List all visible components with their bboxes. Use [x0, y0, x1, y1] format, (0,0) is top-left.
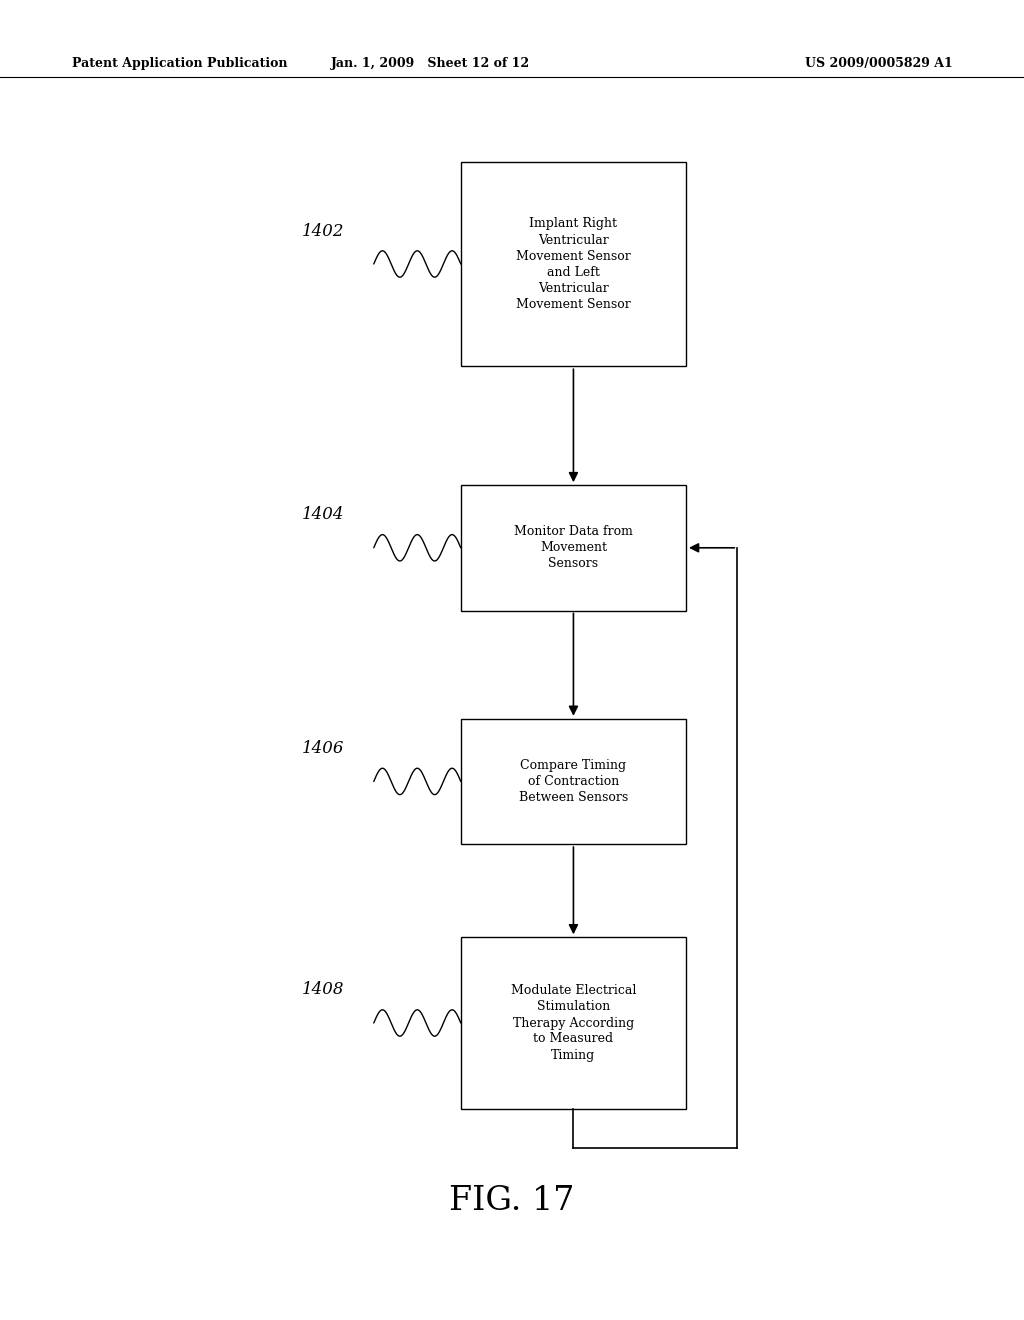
Text: Jan. 1, 2009   Sheet 12 of 12: Jan. 1, 2009 Sheet 12 of 12 — [331, 57, 529, 70]
Text: Implant Right
Ventricular
Movement Sensor
and Left
Ventricular
Movement Sensor: Implant Right Ventricular Movement Senso… — [516, 218, 631, 310]
FancyBboxPatch shape — [461, 718, 686, 845]
Text: Compare Timing
of Contraction
Between Sensors: Compare Timing of Contraction Between Se… — [519, 759, 628, 804]
Text: Modulate Electrical
Stimulation
Therapy According
to Measured
Timing: Modulate Electrical Stimulation Therapy … — [511, 985, 636, 1061]
Text: FIG. 17: FIG. 17 — [450, 1185, 574, 1217]
Text: 1408: 1408 — [302, 982, 345, 998]
Text: 1402: 1402 — [302, 223, 345, 239]
FancyBboxPatch shape — [461, 937, 686, 1109]
Text: Monitor Data from
Movement
Sensors: Monitor Data from Movement Sensors — [514, 525, 633, 570]
Text: US 2009/0005829 A1: US 2009/0005829 A1 — [805, 57, 952, 70]
Text: 1406: 1406 — [302, 741, 345, 756]
Text: 1404: 1404 — [302, 507, 345, 523]
FancyBboxPatch shape — [461, 161, 686, 366]
Text: Patent Application Publication: Patent Application Publication — [72, 57, 287, 70]
FancyBboxPatch shape — [461, 486, 686, 610]
